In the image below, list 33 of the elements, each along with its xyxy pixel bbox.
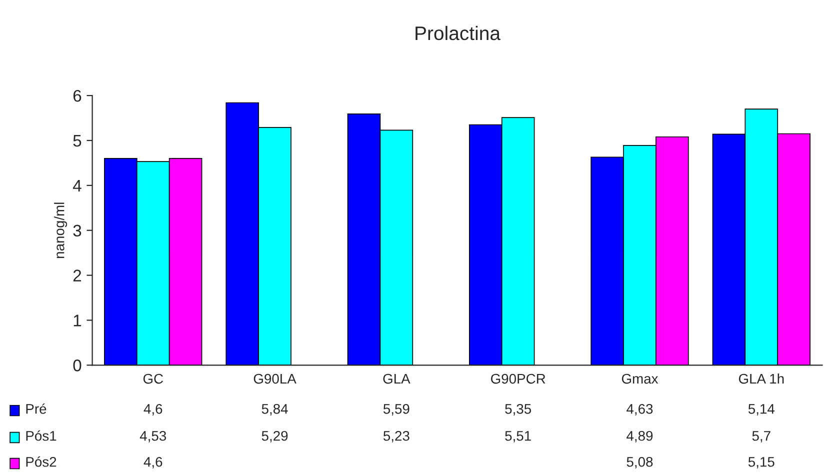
- data-label: 4,6: [144, 456, 162, 468]
- x-tick-label: G90LA: [254, 374, 296, 384]
- chart-title: Prolactina: [416, 26, 500, 40]
- data-label: 4,63: [626, 404, 653, 416]
- data-label: 5,29: [262, 430, 288, 442]
- y-axis-title: nanog/ml: [54, 202, 68, 258]
- x-tick-label: GLA 1h: [738, 373, 784, 384]
- y-tick-label: 3: [73, 224, 82, 237]
- data-label: 5,14: [748, 404, 775, 416]
- data-label: 5,7: [752, 431, 770, 442]
- x-tick-label: GC: [143, 374, 164, 384]
- data-label: 5,84: [262, 404, 288, 416]
- x-tick-label: GLA: [383, 374, 410, 384]
- x-tick-label: G90PCR: [490, 374, 546, 384]
- y-tick-label: 6: [73, 90, 82, 102]
- data-label: 5,15: [748, 457, 774, 468]
- data-label: 5,59: [383, 404, 410, 416]
- legend-label: Pré: [26, 403, 46, 414]
- y-tick-label: 5: [73, 135, 82, 147]
- data-label: 4,6: [144, 404, 162, 416]
- data-label: 5,35: [505, 404, 532, 416]
- y-tick-label: 0: [73, 360, 82, 372]
- data-label: 4,53: [140, 430, 166, 442]
- legend-label: Pós1: [26, 430, 56, 441]
- y-tick-label: 1: [74, 314, 82, 326]
- y-tick-label: 2: [73, 270, 82, 282]
- data-label: 4,89: [626, 430, 653, 442]
- y-tick-label: 4: [72, 180, 82, 192]
- data-label: 5,51: [505, 431, 531, 442]
- legend-label: Pós2: [26, 456, 56, 467]
- data-label: 5,23: [383, 430, 410, 442]
- x-tick-label: Gmax: [622, 374, 658, 384]
- data-label: 5,08: [626, 456, 653, 468]
